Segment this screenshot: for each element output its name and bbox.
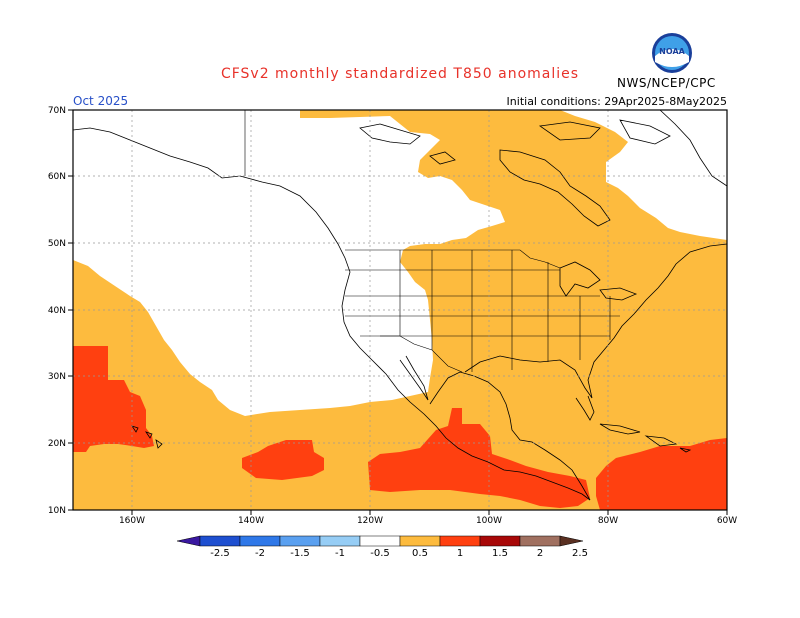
hawaii-islands [131, 425, 163, 449]
forecast-month: Oct 2025 [73, 94, 129, 108]
colorbar-segment [399, 535, 441, 547]
agency-label: NWS/NCEP/CPC [617, 76, 716, 90]
lat-label: 40N [48, 306, 66, 316]
initial-conditions: Initial conditions: 29Apr2025-8May2025 [506, 95, 727, 108]
gulf-of-mexico-coast [464, 243, 727, 399]
baja-california [399, 355, 429, 401]
noaa-logo-icon: NOAA [652, 33, 692, 73]
colorbar-segment [279, 535, 321, 547]
lon-label: 160W [119, 516, 145, 526]
us-canada-border [345, 249, 561, 269]
lon-label: 60W [717, 516, 737, 526]
longitude-labels: 160W 140W 120W 100W 80W 60W [119, 516, 737, 526]
lat-label: 10N [48, 506, 66, 516]
colorbar-segment [519, 535, 561, 547]
us-state-lines [345, 250, 620, 372]
lon-label: 80W [598, 516, 618, 526]
colorbar-legend: -2.5 -2 -1.5 -1 -0.5 0.5 1 1.5 2 2.5 [176, 535, 588, 559]
colorbar-segment [439, 535, 481, 547]
colorbar-label: 1.5 [492, 548, 508, 559]
neutral-region-alaska-canada [73, 110, 505, 416]
gridlines [73, 110, 727, 510]
colorbar-segment [359, 535, 401, 547]
colorbar-segment [199, 535, 241, 547]
colorbar-arrow-left [176, 535, 201, 547]
neutral-region-hudson [520, 110, 727, 240]
great-lakes [559, 261, 638, 301]
colorbar-label: -1.5 [290, 548, 310, 559]
north-america-coastline [73, 127, 591, 501]
lat-label: 20N [48, 439, 66, 449]
lon-label: 100W [476, 516, 502, 526]
gulf-coastline [429, 371, 591, 501]
colorbar-arrow-right [559, 535, 584, 547]
colorbar-label: 1 [457, 548, 463, 559]
strong-region-east-pacific [368, 408, 590, 508]
lon-label: 140W [238, 516, 264, 526]
greenland-edge [659, 110, 727, 187]
political-boundaries [244, 110, 620, 373]
lat-label: 50N [48, 239, 66, 249]
colorbar-label: -2.5 [210, 548, 230, 559]
colorbar-segment [319, 535, 361, 547]
lat-label: 70N [48, 106, 66, 116]
colorbar-label: 2.5 [572, 548, 588, 559]
cuba-florida [575, 395, 595, 421]
colorbar-label: 2 [537, 548, 543, 559]
colorbar-label: -0.5 [370, 548, 390, 559]
hudson-bay-coast [499, 149, 611, 227]
map-title: CFSv2 monthly standardized T850 anomalie… [220, 66, 580, 82]
caribbean-islands [599, 423, 692, 453]
strong-region-west-pacific [73, 346, 154, 452]
colorbar-segment [239, 535, 281, 547]
logo-text: NOAA [659, 47, 685, 56]
lat-label: 60N [48, 172, 66, 182]
arctic-islands [359, 119, 671, 165]
colorbar-label: 0.5 [412, 548, 428, 559]
lat-label: 30N [48, 372, 66, 382]
lon-label: 120W [357, 516, 383, 526]
coastline-layer [73, 110, 727, 501]
colorbar-label: -2 [255, 548, 265, 559]
strong-region-central-pacific [242, 440, 324, 480]
strong-region-caribbean [596, 438, 727, 510]
tick-marks [68, 109, 728, 515]
colorbar-segment [479, 535, 521, 547]
colorbar-label: -1 [335, 548, 345, 559]
latitude-labels: 70N 60N 50N 40N 30N 20N 10N [48, 106, 66, 516]
